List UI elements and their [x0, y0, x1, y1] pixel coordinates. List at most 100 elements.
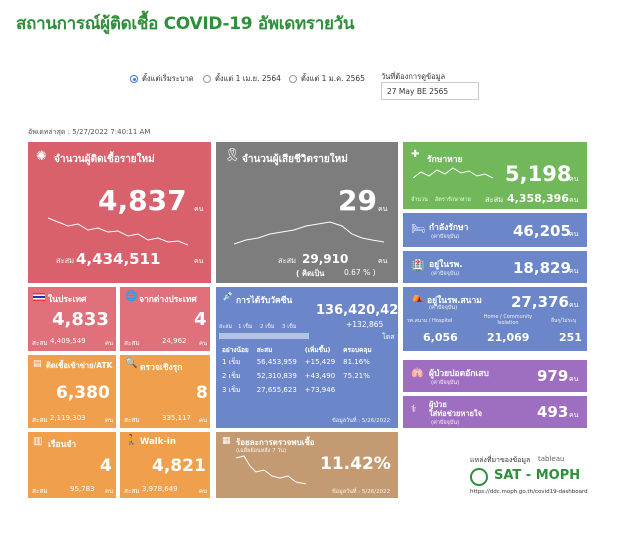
pneumonia-card: 🫁 ผู้ป่วยปอดอักเสบ (ค่าปัจจุบัน) 979 คน — [403, 360, 587, 392]
death-rate-label: ( คิดเป็น — [296, 269, 325, 278]
radio-selected-icon[interactable] — [130, 75, 138, 83]
unit: คน — [569, 375, 579, 383]
positivity-trend-line — [236, 455, 306, 485]
moph-seal-icon — [470, 468, 488, 486]
current-note: (ค่าปัจจุบัน) — [429, 305, 458, 311]
field-hospital-card: ⛺ อยู่ในรพ.สนาม (ค่าปัจจุบัน) 27,376 คน … — [403, 287, 587, 351]
magnifier-icon: 🔍 — [125, 358, 138, 369]
current-note: (ค่าปัจจุบัน) — [431, 271, 460, 277]
total-label: สะสม — [124, 416, 140, 424]
in-treatment-card: 🛏 กำลังรักษา (ค่าปัจจุบัน) 46,205 คน — [403, 213, 587, 247]
atk-label: ติดเชื้อเข้าข่าย/ATK — [46, 361, 113, 370]
proactive-total: 335,117 — [162, 414, 191, 422]
last-updated: อัพเดทล่าสุด : 5/27/2022 7:40:11 AM — [28, 128, 151, 136]
col-hospitel-value: 6,056 — [423, 331, 458, 344]
dose-cell: 2 เข็ม — [222, 371, 241, 380]
filter-label: ตั้งแต่ 1 ม.ค. 2565 — [301, 74, 365, 83]
total-label: สะสม — [56, 256, 75, 265]
col-hospitel-header: รพ.สนาม / Hospitel — [407, 318, 453, 324]
filter-since-jan-2565[interactable]: ตั้งแต่ 1 ม.ค. 2565 — [289, 73, 365, 85]
recovered-value: 5,198 — [505, 162, 572, 186]
filter-since-apr-2564[interactable]: ตั้งแต่ 1 เม.ย. 2564 — [203, 73, 281, 85]
vaccine-label: การได้รับวัคซีน — [236, 296, 293, 306]
atk-card: ▤ ติดเชื้อเข้าข่าย/ATK 6,380 สะสม 2,119,… — [28, 355, 116, 428]
unit: คน — [105, 340, 114, 347]
radio-icon[interactable] — [289, 75, 297, 83]
legend-count: จำนวน — [411, 197, 428, 203]
proactive-label: ตรวจเชิงรุก — [140, 363, 183, 373]
filter-label: ตั้งแต่ 1 เม.ย. 2564 — [215, 74, 281, 83]
recovered-card: ✚ รักษาหาย 5,198 คน จำนวน อัตรารักษาหาย … — [403, 142, 587, 209]
imported-value: 4 — [194, 309, 207, 330]
walkin-label: Walk-in — [140, 437, 176, 447]
inc-cell: +15,429 — [304, 358, 336, 366]
hospital-icon: 🏥 — [411, 259, 425, 272]
new-cases-label: จำนวนผู้ติดเชื้อรายใหม่ — [54, 154, 155, 165]
header-increase: (เพิ่มขึ้น) — [304, 346, 331, 354]
unit: คน — [569, 301, 579, 309]
death-rate: 0.67 % ) — [344, 268, 376, 277]
imported-card: 🌐 จากต่างประเทศ 4 สะสม 24,962 คน — [120, 287, 210, 351]
table-row: 2 เข็ม 52,310,839 +43,490 75.21% — [218, 369, 376, 383]
col-home-header: Home / Community Isolation — [483, 314, 533, 326]
atk-total: 2,119,303 — [50, 414, 86, 422]
prison-icon: ▥ — [33, 436, 43, 447]
cov-cell — [339, 383, 376, 397]
unit: คน — [569, 230, 579, 238]
table-row: 1 เข็ม 56,453,959 +15,429 81.16% — [218, 355, 376, 369]
vaccine-table: อย่างน้อย สะสม (เพิ่มขึ้น) ครอบคลุม 1 เข… — [218, 345, 376, 397]
legend-dose-1: 1 เข็ม — [238, 324, 253, 330]
ribbon-icon: 🎗 — [224, 148, 241, 163]
unit: คน — [105, 488, 114, 495]
tent-icon: ⛺ — [411, 292, 424, 303]
vaccine-card: 💉 การได้รับวัคซีน 136,420,421 +132,865 โ… — [216, 287, 398, 428]
prison-card: ▥ เรือนจำ 4 สะสม 95,783 คน — [28, 432, 116, 498]
total-cell: 56,453,959 — [256, 358, 297, 366]
col-other-header: อื่นๆ/ไม่ระบุ — [551, 318, 577, 324]
new-deaths-total: 29,910 — [302, 252, 349, 266]
imported-total: 24,962 — [162, 337, 187, 345]
new-cases-value: 4,837 — [98, 184, 187, 217]
walkin-card: 🚶 Walk-in 4,821 สะสม 3,978,649 คน — [120, 432, 210, 498]
date-label: วันที่ต้องการดูข้อมูล — [381, 72, 446, 81]
source-url[interactable]: https://ddc.moph.go.th/covid19-dashboard — [470, 489, 588, 495]
vaccine-progress-bar — [219, 333, 309, 339]
new-cases-total: 4,434,511 — [76, 250, 161, 268]
legend-rate: อัตรารักษาหาย — [435, 197, 471, 203]
in-treatment-value: 46,205 — [513, 222, 571, 240]
total-cell: 52,310,839 — [256, 372, 297, 380]
in-hospital-label: อยู่ในรพ. — [429, 260, 463, 270]
domestic-label: ในประเทศ — [48, 295, 87, 305]
domestic-value: 4,833 — [52, 309, 109, 330]
proactive-value: 8 — [196, 383, 208, 403]
date-input[interactable]: 27 May BE 2565 — [381, 82, 479, 100]
cov-cell: 81.16% — [343, 358, 370, 366]
total-label: สะสม — [278, 256, 297, 265]
field-hospital-value: 27,376 — [511, 293, 569, 311]
table-row: 3 เข็ม 27,655,623 +73,946 — [218, 383, 376, 397]
ventilator-card: ⚕ ผู้ป่วย ใส่ท่อช่วยหายใจ (ค่าปัจจุบัน) … — [403, 396, 587, 428]
vaccine-total: 136,420,421 — [316, 303, 398, 318]
total-label: สะสม — [32, 339, 48, 347]
unit: คน — [105, 417, 114, 424]
unit: คน — [569, 196, 579, 204]
filter-since-outbreak[interactable]: ตั้งแต่เริ่มระบาด — [130, 73, 194, 85]
unit: คน — [569, 411, 579, 419]
page-title: สถานการณ์ผู้ติดเชื้อ COVID-19 อัพเดทรายว… — [16, 14, 355, 34]
filter-label: ตั้งแต่เริ่มระบาด — [142, 74, 194, 83]
lungs-icon: 🫁 — [411, 368, 424, 379]
unit: คน — [194, 257, 204, 265]
total-label: สะสม — [32, 487, 48, 495]
domestic-total: 4,409,549 — [50, 337, 86, 345]
positivity-label: ร้อยละการตรวจพบเชื้อ — [236, 438, 315, 447]
pneumonia-label: ผู้ป่วยปอดอักเสบ — [429, 369, 489, 379]
radio-icon[interactable] — [203, 75, 211, 83]
thai-flag-icon — [33, 293, 45, 301]
unit: คน — [569, 267, 579, 275]
prison-label: เรือนจำ — [48, 440, 77, 450]
total-label: สะสม — [124, 487, 140, 495]
inc-cell: +73,946 — [304, 386, 336, 394]
total-label: สะสม — [485, 195, 504, 204]
inc-cell: +43,490 — [304, 372, 336, 380]
positivity-card: ▦ ร้อยละการตรวจพบเชื้อ (เฉลี่ยย้อนหลัง 7… — [216, 432, 398, 498]
